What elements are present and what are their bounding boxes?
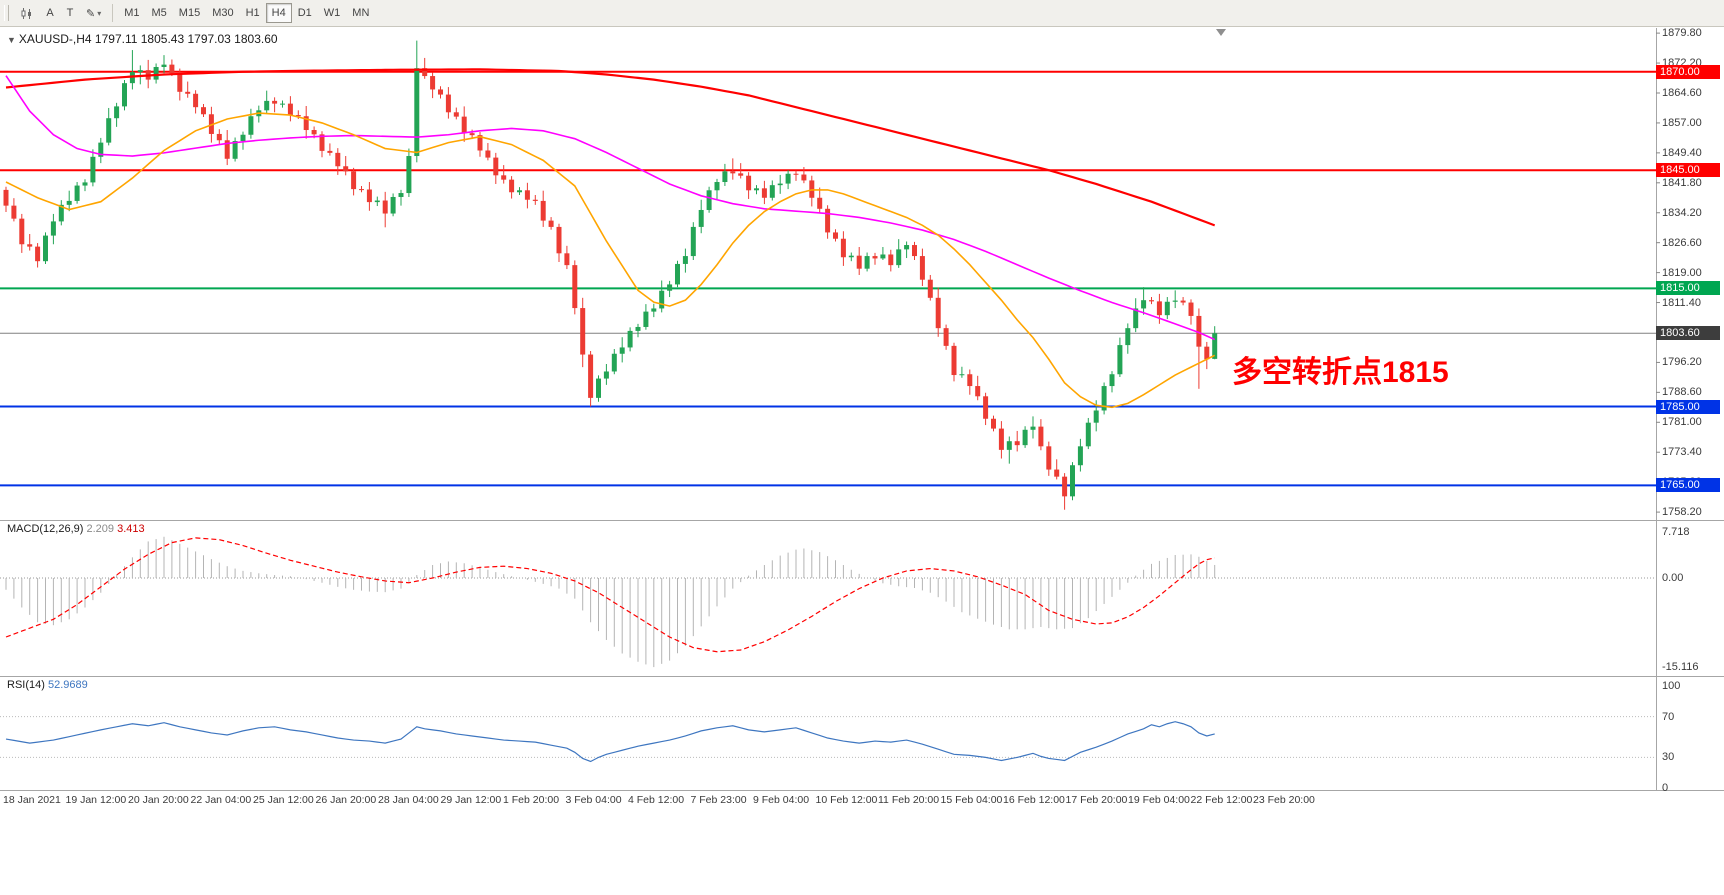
timeframe-button-d1[interactable]: D1 [297, 7, 312, 19]
macd-signal-value: 3.413 [117, 523, 145, 535]
time-label: 25 Jan 12:00 [253, 794, 314, 806]
axis-label: 1849.40 [1662, 146, 1702, 159]
axis-label: 1773.40 [1662, 446, 1702, 459]
timeframe-button-m5[interactable]: M5 [151, 7, 167, 19]
time-label: 18 Jan 2021 [3, 794, 61, 806]
axis-label: 1796.20 [1662, 356, 1702, 369]
price-badge: 1815.00 [1656, 281, 1720, 296]
axis-label: 1811.40 [1662, 296, 1701, 309]
toolbar: A T ✎ ▾ M1 M5 M15 M30 H1 H4 D1 W1 MN [0, 0, 1724, 27]
macd-main-value: 2.209 [86, 523, 115, 535]
price-badge: 1803.60 [1656, 326, 1720, 341]
chart-annotation-text: 多空转折点1815 [1232, 356, 1449, 389]
time-label: 29 Jan 12:00 [440, 794, 502, 806]
axis-label: 7.718 [1662, 526, 1690, 539]
timeframe-button-mn[interactable]: MN [352, 7, 370, 19]
timeframe-button-m1[interactable]: M1 [124, 7, 140, 19]
macd-name: MACD(12,26,9) [7, 523, 84, 535]
symbol-ohlc-line: ▼ XAUUSD-,H4 1797.11 1805.43 1797.03 1803… [7, 32, 278, 46]
time-label: 4 Feb 12:00 [628, 794, 685, 806]
chevron-down-icon: ▾ [97, 8, 102, 18]
rsi-name: RSI(14) [7, 679, 45, 691]
rsi-value: 52.9689 [47, 679, 88, 691]
timeframe-toolbar: M1 M5 M15 M30 H1 H4 D1 W1 MN [118, 3, 375, 23]
axis-label: 1819.00 [1662, 266, 1702, 279]
pane-splitter-macd[interactable] [0, 519, 1724, 522]
time-label: 1 Feb 20:00 [503, 794, 560, 806]
axis-label: 0.00 [1662, 572, 1684, 584]
symbol-dropdown-arrow-icon: ▼ [7, 35, 16, 45]
pencil-icon: ✎ [86, 7, 96, 20]
timeframe-button-w1[interactable]: W1 [323, 7, 341, 19]
price-badge: 1785.00 [1656, 399, 1720, 414]
price-badge: 1765.00 [1656, 478, 1720, 493]
timeframe-button-h4[interactable]: H4 [265, 3, 292, 23]
toolbar-grip [4, 5, 9, 21]
axis-label: 1826.60 [1662, 236, 1702, 249]
axis-label: 1834.20 [1662, 206, 1702, 219]
time-label: 19 Jan 12:00 [65, 794, 127, 806]
time-axis[interactable]: 18 Jan 2021 19 Jan 12:00 20 Jan 20:00 22 Ja… [0, 791, 1656, 813]
text-tool-button[interactable]: A [46, 7, 54, 19]
axis-label: 1781.00 [1662, 416, 1702, 429]
candlestick-chart-icon [21, 7, 31, 19]
chart-shift-marker-icon[interactable] [1216, 29, 1226, 36]
axis-label: 1879.80 [1662, 27, 1702, 40]
time-label: 16 Feb 12:00 [1003, 794, 1065, 806]
timeframe-button-m15[interactable]: M15 [178, 7, 201, 19]
rsi-label: RSI(14) 52.9689 [7, 679, 88, 691]
time-label: 3 Feb 04:00 [565, 794, 622, 806]
time-label: 19 Feb 04:00 [1128, 794, 1190, 806]
macd-label: MACD(12,26,9) 2.209 3.413 [7, 523, 145, 535]
time-label: 26 Jan 20:00 [315, 794, 377, 806]
time-label: 22 Feb 12:00 [1190, 794, 1253, 806]
draw-tool-button[interactable]: ✎ ▾ [80, 3, 107, 23]
time-label: 9 Feb 04:00 [753, 794, 810, 806]
axis-label: 1864.60 [1662, 86, 1702, 99]
axis-label: 1758.20 [1662, 506, 1702, 519]
time-label: 11 Feb 20:00 [878, 794, 940, 806]
price-axis[interactable]: 1879.80 1872.20 1864.60 1857.00 1849.40 1841.… [1656, 27, 1724, 794]
axis-label: -15.116 [1662, 661, 1699, 674]
axis-label: 70 [1662, 710, 1675, 723]
time-label: 15 Feb 04:00 [940, 794, 1003, 806]
pane-splitter-rsi[interactable] [0, 675, 1724, 678]
time-label: 10 Feb 12:00 [815, 794, 878, 806]
time-label: 22 Jan 04:00 [190, 794, 252, 806]
chart-type-button[interactable] [14, 3, 40, 23]
axis-label: 1841.80 [1662, 176, 1702, 189]
axis-label: 30 [1662, 751, 1675, 764]
time-label: 28 Jan 04:00 [378, 794, 439, 806]
price-badge: 1845.00 [1656, 163, 1720, 178]
time-label: 7 Feb 23:00 [690, 794, 747, 806]
text-label-tool-button[interactable]: T [66, 7, 74, 19]
timeframe-button-m30[interactable]: M30 [212, 7, 234, 19]
symbol-ohlc-text: XAUUSD-,H4 1797.11 1805.43 1797.03 1803.… [18, 32, 278, 46]
price-badge: 1870.00 [1656, 64, 1720, 79]
time-label: 17 Feb 20:00 [1065, 794, 1128, 806]
axis-label: 0 [1662, 782, 1669, 794]
axis-label: 100 [1662, 680, 1681, 692]
axis-label: 1788.60 [1662, 386, 1702, 399]
timeframe-button-h1[interactable]: H1 [245, 7, 260, 19]
time-label: 23 Feb 20:00 [1253, 794, 1315, 806]
toolbar-separator [112, 4, 114, 22]
axis-label: 1857.00 [1662, 116, 1702, 129]
time-label: 20 Jan 20:00 [128, 794, 189, 806]
